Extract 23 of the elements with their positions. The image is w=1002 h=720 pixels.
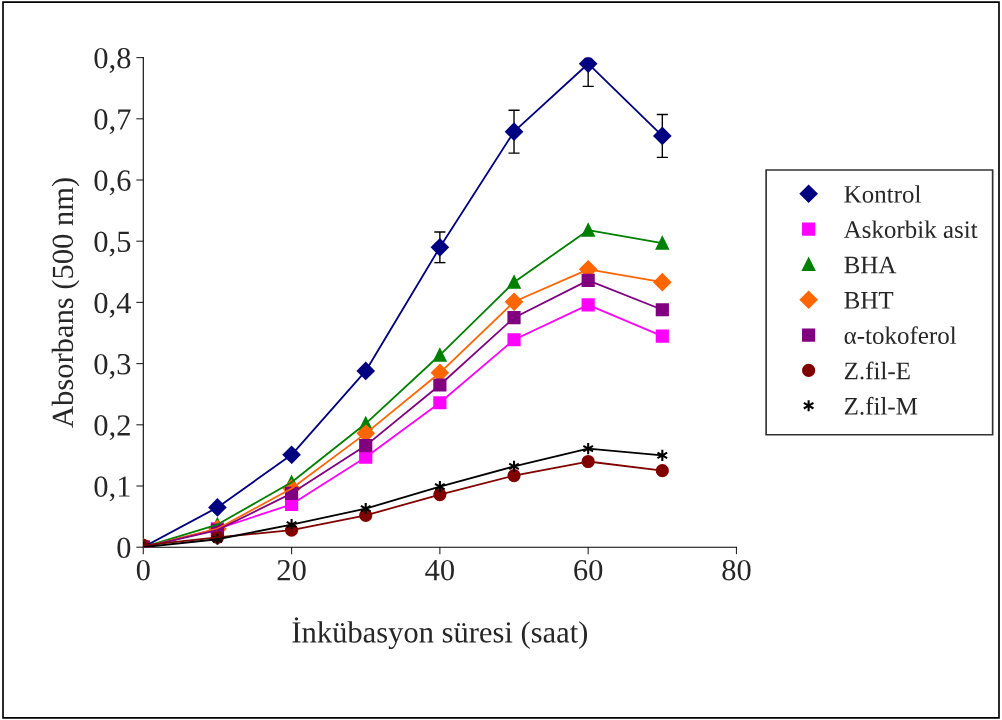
y-tick-label: 0,3 xyxy=(94,353,131,379)
x-tick-label: 0 xyxy=(136,559,150,581)
y-tick-label: 0,1 xyxy=(94,476,130,502)
legend-label: BHA xyxy=(844,256,897,274)
x-tick-label: 20 xyxy=(277,559,306,581)
x-tick-label: 80 xyxy=(722,559,751,581)
y-tick-label: 0 xyxy=(117,537,131,559)
y-tick-label: 0,5 xyxy=(94,231,131,257)
y-tick-label: 0,7 xyxy=(94,109,131,135)
x-axis-title: İnkübasyon süresi (saat) xyxy=(292,617,588,649)
legend-label: Kontrol xyxy=(844,185,921,203)
legend-label: Z.fil-E xyxy=(844,361,910,380)
x-tick-label: 60 xyxy=(574,559,603,581)
y-tick-label: 0,4 xyxy=(94,292,131,318)
legend-label: α-tokoferol xyxy=(844,326,957,345)
x-tick-label: 40 xyxy=(425,559,454,581)
y-tick-label: 0,2 xyxy=(94,415,130,441)
y-tick-label: 0,8 xyxy=(94,47,131,73)
legend-label: BHT xyxy=(844,292,894,309)
y-axis-title: Absorbans (500 nm) xyxy=(51,178,80,428)
legend-label: Askorbik asit xyxy=(843,220,978,239)
legend-label: Z.fil-M xyxy=(844,396,918,415)
y-tick-label: 0,6 xyxy=(94,170,131,196)
